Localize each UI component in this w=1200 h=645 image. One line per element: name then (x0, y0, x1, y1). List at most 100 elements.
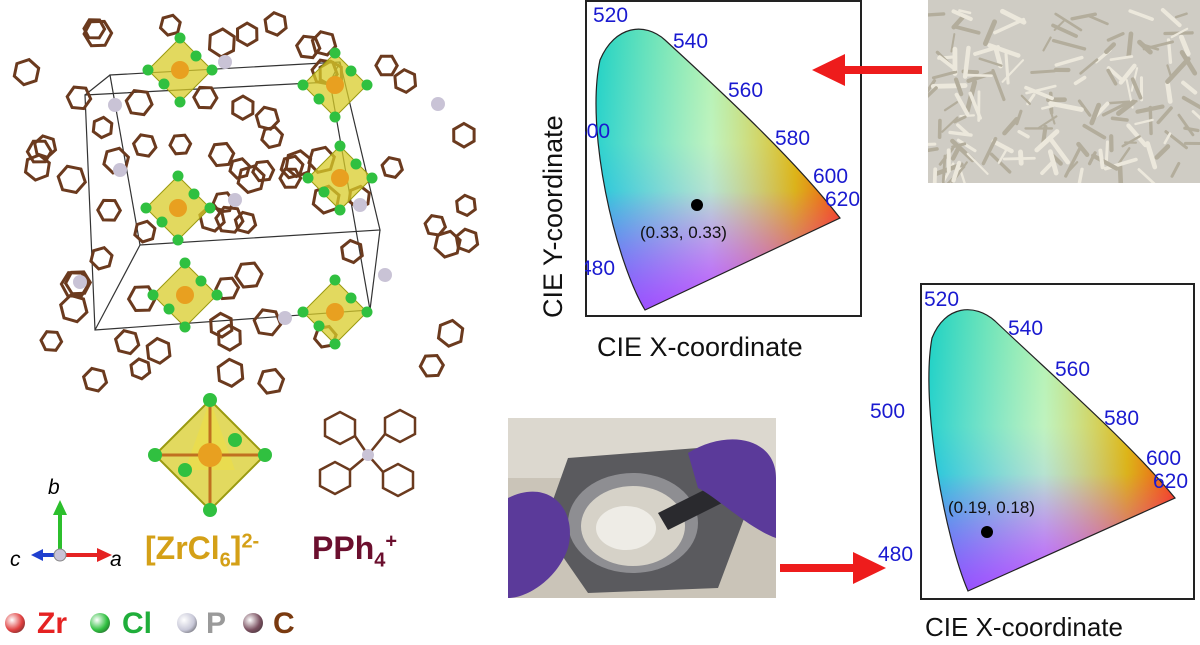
phenyl-ring (436, 318, 465, 348)
crystal-needle (968, 91, 982, 120)
crystal-needle (1116, 99, 1136, 116)
wl-600-bottom: 600 (1146, 447, 1181, 470)
phenyl-ring (231, 94, 255, 122)
phenyl-ring (82, 18, 107, 40)
octahedron (302, 140, 378, 216)
crystal-needle (931, 70, 958, 80)
crystal-needle (950, 145, 961, 161)
phenyl-ring (133, 219, 157, 244)
crystal-needle (1041, 104, 1055, 110)
phenyl-ring (56, 164, 87, 195)
phenyl-ring (418, 353, 446, 378)
crystal-needle (1034, 129, 1060, 153)
axes-indicator (31, 500, 112, 562)
unit-cell-outline (84, 61, 381, 331)
p-atom (73, 275, 87, 289)
phenyl-ring (263, 10, 288, 37)
crystal-needle (1079, 58, 1099, 75)
phenyl-ring (234, 261, 264, 289)
phenyl-ring (89, 246, 114, 271)
crystal-needle (1042, 36, 1052, 52)
crystal-needle (1067, 161, 1079, 173)
crystal-needle (1073, 75, 1087, 86)
wl-480-top: 480 (585, 257, 615, 280)
cie-point-label-bottom: (0.19, 0.18) (948, 498, 1035, 517)
octahedron (140, 170, 216, 246)
p-atom (353, 198, 367, 212)
phenyl-ring (235, 21, 259, 48)
phenyl-ring (113, 329, 141, 356)
crystal-needle (1170, 161, 1181, 178)
crystal-needle (1106, 68, 1118, 86)
phenyl-ring (310, 30, 338, 57)
crystal-needle (1024, 85, 1054, 101)
phenyl-ring (374, 54, 399, 77)
crystal-needle (953, 115, 967, 124)
wl-540-bottom: 540 (1008, 317, 1043, 340)
crystal-needle (1117, 163, 1124, 183)
arrow-top (812, 54, 922, 86)
crystal-needle (1154, 144, 1171, 160)
crystal-needle (1004, 52, 1010, 85)
crystal-needle (1142, 40, 1174, 51)
c-dot (243, 613, 263, 633)
wl-520-bottom: 520 (924, 288, 959, 311)
phenyl-ring (59, 293, 89, 324)
octahedron (142, 32, 218, 108)
wl-500-bottom-outer: 500 (870, 400, 905, 423)
crystal-needle (1121, 135, 1141, 148)
crystal-needle (1017, 129, 1030, 139)
phenyl-ring (23, 153, 51, 182)
crystal-needle (993, 47, 1003, 69)
crystal-needle (1118, 63, 1137, 85)
phenyl-ring (81, 366, 109, 393)
crystal-needle (958, 9, 972, 15)
wl-620-bottom: 620 (1153, 470, 1188, 493)
crystal-needle (928, 79, 937, 94)
crystal-needle (1160, 8, 1182, 28)
phenyl-ring (39, 330, 64, 352)
cie-point-label-top: (0.33, 0.33) (640, 223, 727, 242)
arrow-bottom (780, 552, 886, 584)
wl-560-bottom: 560 (1055, 358, 1090, 381)
phenyl-ring (254, 105, 281, 131)
crystal-needle (1137, 39, 1153, 55)
cie-ylabel-top: CIE Y-coordinate (538, 115, 568, 318)
crystal-needle (1020, 94, 1032, 106)
phenyl-ring (294, 34, 322, 60)
crystal-needle (1128, 9, 1154, 21)
phenyl-ring (251, 159, 276, 183)
crystal-needle (1025, 84, 1057, 95)
phenyl-ring (207, 141, 236, 168)
crystal-needle (1002, 156, 1036, 161)
wl-540-top: 540 (673, 30, 708, 53)
crystal-needle (1030, 69, 1057, 74)
cie-point-top (691, 199, 703, 211)
crystal-needle (1053, 20, 1065, 31)
crystal-needle (1070, 12, 1097, 21)
crystal-needle (948, 130, 973, 137)
crystal-needle (1130, 77, 1143, 100)
phenyl-ring (33, 134, 58, 159)
wl-500-top: 500 (585, 120, 610, 143)
phenyl-ring (25, 139, 53, 164)
crystal-needle (928, 142, 937, 146)
phenyl-ring (433, 229, 462, 259)
p-dot (177, 613, 197, 633)
wl-600-top: 600 (813, 165, 848, 188)
crystal-needle (1179, 34, 1191, 57)
crystal-structure-image (12, 10, 480, 395)
phenyl-ring (278, 167, 303, 189)
zrcl6-label: [ZrCl6]2- (145, 530, 259, 572)
crystal-needle (950, 33, 956, 53)
zrcl6-octahedron-image (148, 393, 272, 517)
zrcl6-label-sub: 6 (219, 549, 231, 572)
phenyl-ring (65, 85, 93, 111)
crystal-needle (941, 116, 959, 133)
zr-dot (5, 613, 25, 633)
crystal-needle (956, 138, 977, 153)
phenyl-ring (455, 193, 477, 218)
crystal-needle (950, 161, 968, 183)
wl-520-top: 520 (593, 4, 628, 27)
crystal-photo-texture (928, 0, 1200, 183)
